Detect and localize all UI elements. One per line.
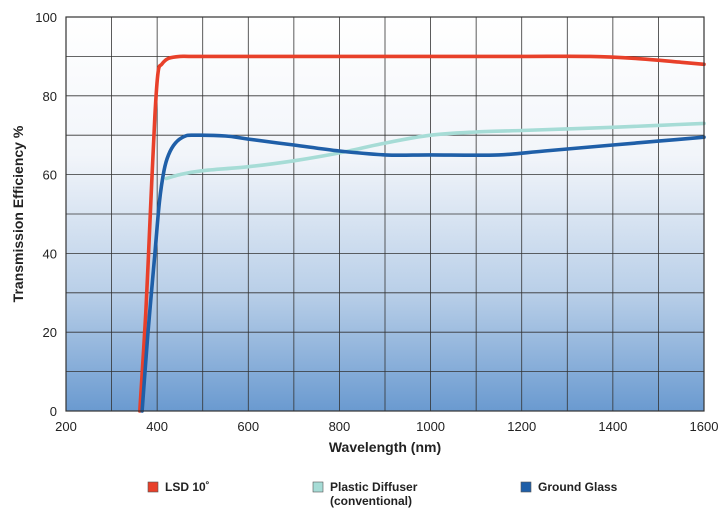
x-tick-label: 1600 xyxy=(690,419,719,434)
ground-glass-line xyxy=(140,133,706,413)
y-tick-labels: 0 20 40 60 80 100 xyxy=(35,10,57,419)
x-tick-label: 400 xyxy=(146,419,168,434)
lsd-10-line xyxy=(138,54,706,413)
x-tick-labels: 200 400 600 800 1000 1200 1400 1600 xyxy=(55,419,718,434)
legend-label-plastic-diffuser: Plastic Diffuser xyxy=(330,480,418,494)
x-tick-label: 800 xyxy=(329,419,351,434)
x-tick-label: 200 xyxy=(55,419,77,434)
legend-label-plastic-diffuser-line2: (conventional) xyxy=(330,494,412,508)
legend: LSD 10˚ Plastic Diffuser(conventional) Gro… xyxy=(147,480,618,508)
plot-frame xyxy=(65,16,705,412)
y-tick-label: 40 xyxy=(43,246,57,261)
series-group xyxy=(138,54,706,413)
y-tick-label: 100 xyxy=(35,10,57,25)
legend-swatch-ground-glass xyxy=(520,481,532,493)
plastic-diffuser-line xyxy=(164,121,706,181)
x-tick-label: 1400 xyxy=(598,419,627,434)
legend-swatch-plastic-diffuser xyxy=(312,481,324,493)
x-axis-label: Wavelength (nm) xyxy=(329,439,441,455)
y-tick-label: 80 xyxy=(43,89,57,104)
legend-label-lsd-10: LSD 10˚ xyxy=(165,480,210,494)
y-tick-label: 0 xyxy=(50,404,57,419)
x-tick-label: 600 xyxy=(237,419,259,434)
y-tick-label: 60 xyxy=(43,168,57,183)
legend-label-ground-glass: Ground Glass xyxy=(538,480,618,494)
x-tick-label: 1000 xyxy=(416,419,445,434)
y-axis-label: Transmission Efficiency % xyxy=(10,125,26,302)
x-tick-label: 1200 xyxy=(507,419,536,434)
legend-swatch-lsd-10 xyxy=(147,481,159,493)
y-tick-label: 20 xyxy=(43,325,57,340)
